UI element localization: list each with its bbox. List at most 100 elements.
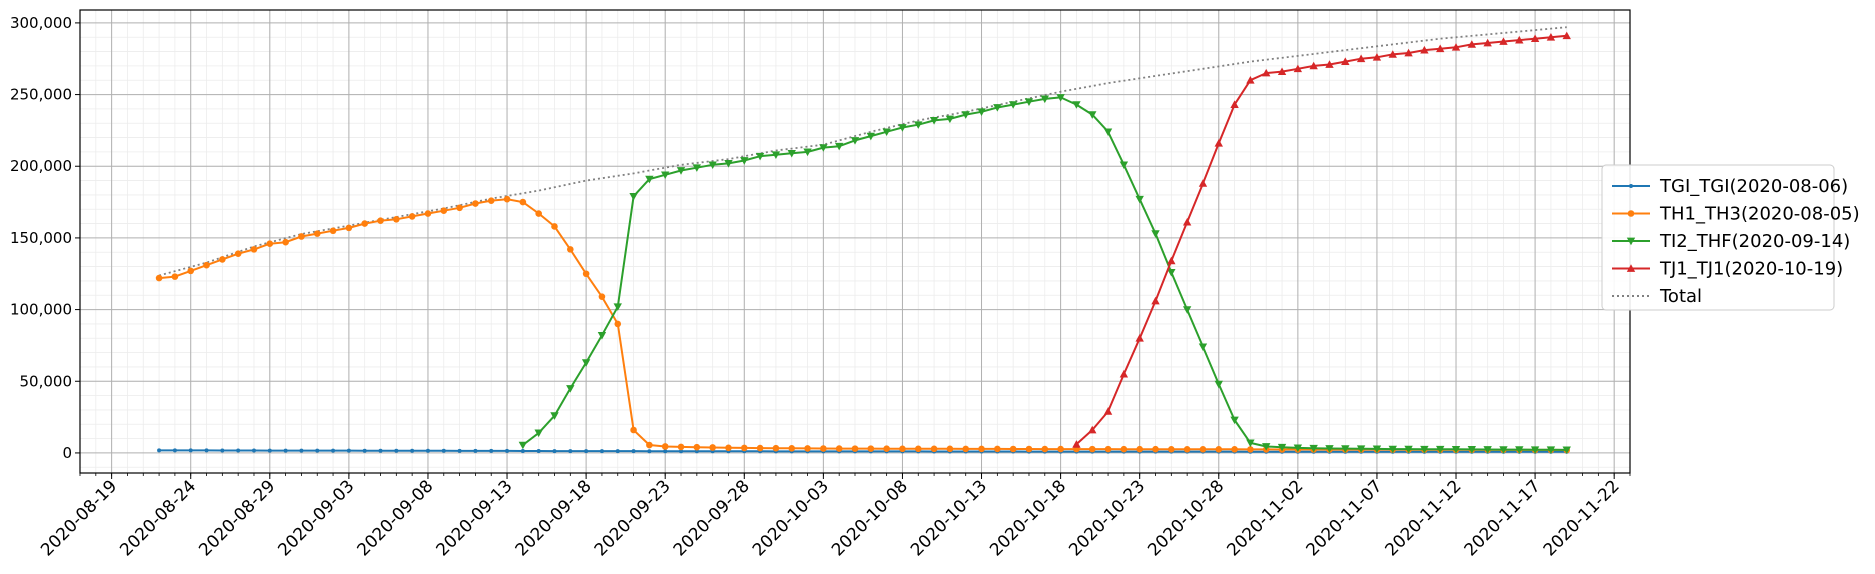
data-point — [1183, 445, 1191, 453]
data-point — [1151, 230, 1160, 238]
data-point — [282, 238, 289, 246]
data-point — [1103, 128, 1113, 137]
data-point — [410, 448, 415, 453]
series-line — [1075, 34, 1567, 446]
data-point — [1247, 446, 1254, 453]
data-point — [236, 448, 241, 453]
data-point — [1277, 443, 1287, 452]
data-point — [1483, 38, 1492, 47]
data-point — [1404, 445, 1413, 454]
data-point — [424, 210, 432, 217]
data-point — [1341, 57, 1350, 65]
data-point — [646, 441, 653, 449]
data-point — [1119, 369, 1129, 378]
data-point — [1627, 210, 1635, 217]
data-point — [1119, 161, 1129, 170]
data-point — [756, 444, 764, 452]
data-point — [581, 359, 591, 367]
data-point — [834, 142, 844, 151]
data-point — [172, 448, 177, 453]
legend-item: TGI_TGI(2020-08-06) — [1612, 176, 1848, 197]
data-point — [584, 449, 589, 454]
data-point — [725, 444, 732, 452]
data-point — [740, 444, 748, 452]
data-point — [536, 448, 541, 453]
data-point — [1057, 445, 1064, 453]
data-point — [472, 200, 479, 207]
data-point — [1182, 217, 1192, 226]
data-point — [1103, 407, 1113, 415]
data-point — [1088, 425, 1097, 434]
data-point — [267, 448, 272, 453]
data-point — [331, 448, 336, 453]
data-point — [188, 448, 193, 453]
data-point — [1499, 446, 1508, 454]
data-point — [1626, 237, 1636, 246]
data-point — [851, 445, 859, 452]
legend-label: TJ1_TJ1(2020-10-19) — [1659, 259, 1843, 280]
data-point — [503, 195, 511, 203]
data-point — [598, 293, 606, 300]
data-point — [898, 124, 907, 132]
data-point — [582, 270, 590, 278]
data-point — [251, 448, 256, 453]
data-point — [1135, 195, 1144, 204]
data-point — [361, 220, 368, 227]
legend-box — [1601, 164, 1835, 311]
data-point — [1008, 101, 1018, 109]
data-point — [1277, 67, 1287, 75]
data-point — [250, 246, 258, 253]
data-point — [329, 227, 337, 235]
data-point — [535, 210, 542, 217]
data-point — [1404, 48, 1413, 57]
data-point — [520, 448, 525, 453]
y-axis: 0 50,000 100,000 150,000 200,000 250,000 300,0… — [10, 14, 80, 462]
data-point — [1009, 445, 1017, 453]
data-point — [899, 445, 906, 453]
data-point — [299, 448, 304, 453]
data-point — [663, 449, 668, 454]
data-point — [220, 448, 225, 453]
series-layer — [155, 26, 1571, 455]
data-point — [820, 445, 827, 452]
data-point — [929, 117, 939, 125]
data-point — [566, 385, 575, 393]
data-point — [1088, 111, 1097, 119]
data-point — [645, 175, 654, 184]
data-point — [441, 448, 446, 453]
data-point — [788, 445, 796, 452]
data-point — [866, 132, 876, 141]
data-point — [155, 274, 163, 282]
data-point — [1182, 306, 1192, 314]
data-point — [1120, 445, 1128, 453]
data-point — [1451, 445, 1461, 454]
data-point — [394, 448, 399, 453]
data-point — [661, 171, 670, 180]
data-point — [993, 104, 1002, 112]
data-point — [234, 250, 242, 257]
data-point — [630, 426, 637, 434]
data-point — [1024, 98, 1034, 106]
data-point — [1546, 446, 1556, 454]
data-point — [787, 149, 796, 158]
data-point — [1515, 446, 1524, 454]
data-point — [1515, 35, 1524, 44]
data-point — [978, 445, 985, 453]
legend-item: TI2_THF(2020-09-14) — [1612, 231, 1850, 252]
data-point — [568, 449, 573, 454]
data-point — [647, 449, 652, 454]
data-point — [961, 111, 970, 119]
data-point — [1199, 446, 1207, 453]
data-point — [1262, 68, 1271, 77]
data-point — [1025, 445, 1033, 453]
data-point — [345, 224, 353, 232]
data-point — [1629, 184, 1633, 188]
data-point — [346, 448, 351, 453]
data-point — [283, 448, 288, 453]
data-point — [994, 445, 1001, 453]
data-point — [1072, 101, 1081, 109]
data-point — [552, 449, 557, 454]
legend-item: TH1_TH3(2020-08-05) — [1612, 204, 1860, 225]
